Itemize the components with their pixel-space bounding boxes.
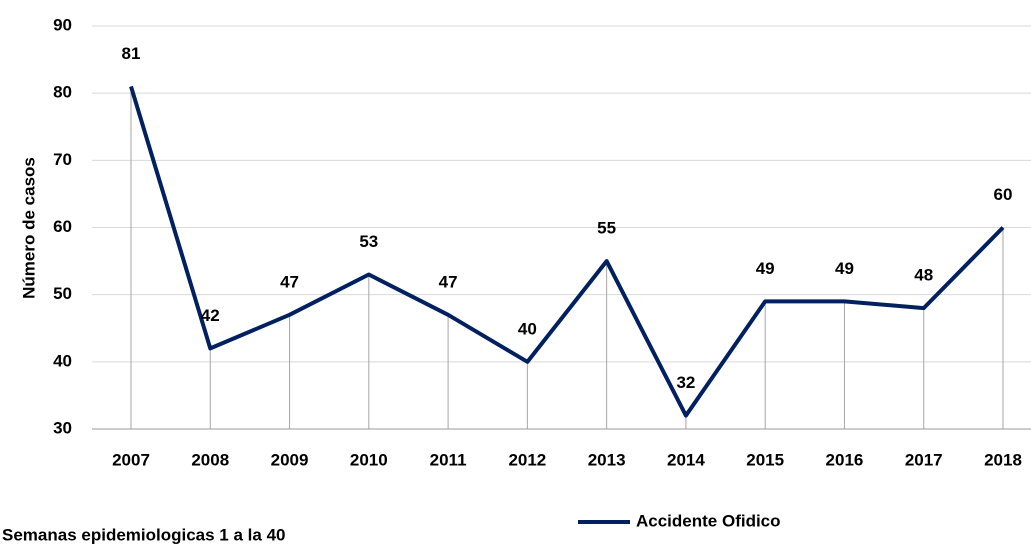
y-tick-label: 40: [53, 351, 72, 370]
x-tick-label: 2009: [271, 450, 309, 469]
x-tick-label: 2013: [588, 450, 626, 469]
data-label: 42: [201, 306, 220, 325]
x-tick-label: 2008: [191, 450, 229, 469]
data-label: 49: [756, 259, 775, 278]
x-tick-label: 2018: [984, 450, 1022, 469]
y-tick-label: 80: [53, 83, 72, 102]
data-label: 81: [122, 44, 141, 63]
data-label: 49: [835, 259, 854, 278]
x-tick-label: 2017: [905, 450, 943, 469]
x-tick-label: 2010: [350, 450, 388, 469]
data-label: 60: [994, 185, 1013, 204]
line-series: [129, 85, 1005, 418]
data-label: 53: [359, 232, 378, 251]
x-tick-label: 2016: [826, 450, 864, 469]
x-tick-label: 2012: [508, 450, 546, 469]
x-tick-label: 2007: [112, 450, 150, 469]
y-tick-label: 30: [53, 418, 72, 437]
data-label: 47: [280, 272, 299, 291]
data-label: 55: [597, 219, 616, 238]
data-label: 32: [676, 373, 695, 392]
y-tick-label: 50: [53, 284, 72, 303]
y-tick-label: 60: [53, 217, 72, 236]
data-label: 40: [518, 319, 537, 338]
data-label: 47: [439, 272, 458, 291]
y-tick-label: 70: [53, 150, 72, 169]
y-tick-label: 90: [53, 15, 72, 34]
y-axis-label: Número de casos: [19, 157, 38, 299]
legend-label: Accidente Ofidico: [636, 511, 781, 530]
x-tick-label: 2015: [746, 450, 784, 469]
data-label: 48: [914, 266, 933, 285]
x-tick-label: 2011: [430, 450, 467, 469]
footnote: Semanas epidemiologicas 1 a la 40: [2, 525, 285, 544]
x-tick-label: 2014: [667, 450, 705, 469]
